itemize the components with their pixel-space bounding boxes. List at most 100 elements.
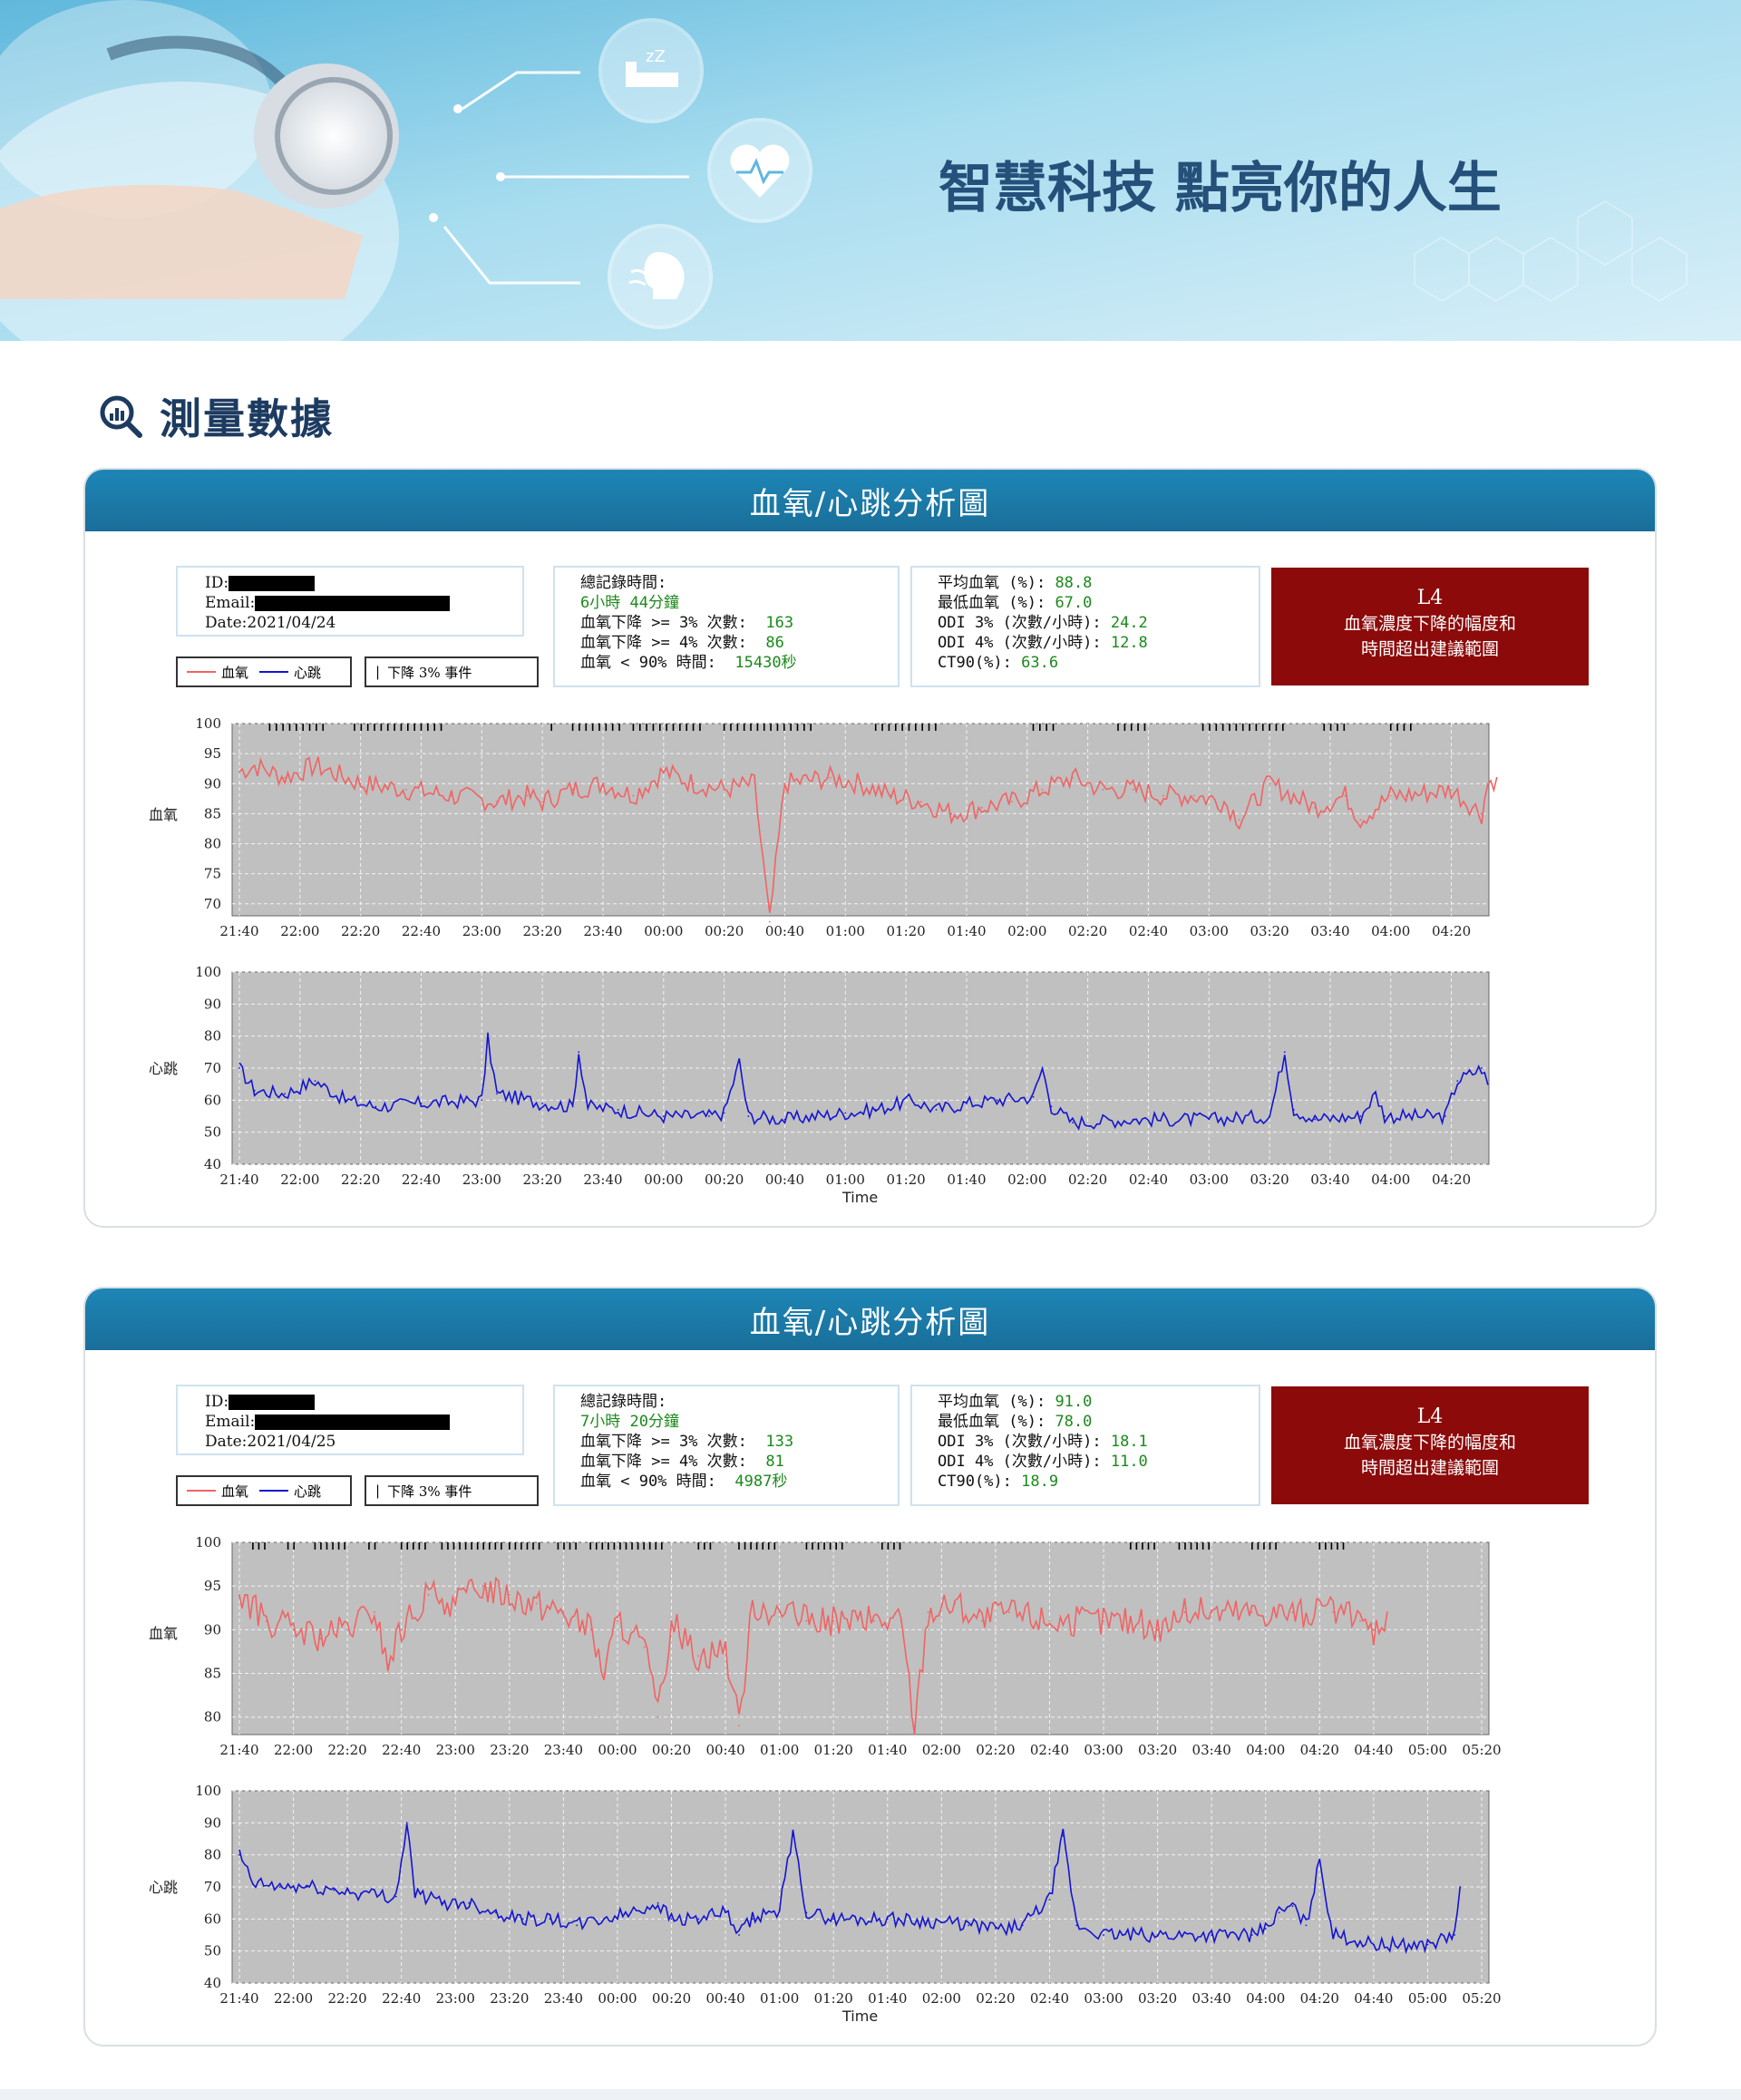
banner-illustration: zZ 智慧科技 點亮你的人生 xyxy=(0,0,1741,341)
data-point xyxy=(1359,1115,1362,1117)
x-tick-label: 03:20 xyxy=(1138,1742,1177,1758)
data-point xyxy=(603,1672,605,1675)
data-point xyxy=(541,801,543,802)
data-point xyxy=(1291,1611,1294,1613)
data-point xyxy=(693,783,695,785)
x-tick-label: 00:00 xyxy=(644,923,683,939)
data-point xyxy=(1278,1911,1280,1914)
spacer xyxy=(1012,1473,1021,1491)
x-tick-label: 04:20 xyxy=(1432,923,1471,939)
data-point xyxy=(441,1901,443,1904)
data-point xyxy=(940,1921,943,1923)
x-tick-label: 02:40 xyxy=(1129,1172,1168,1188)
min-spo2-row-value: 67.0 xyxy=(1055,594,1093,612)
data-point xyxy=(238,1593,240,1596)
drop-3-row: 血氧下降 >= 3% 次數: 133 xyxy=(580,1432,898,1452)
data-point xyxy=(345,1099,346,1102)
event-tick-icon: | xyxy=(375,1483,381,1499)
data-point xyxy=(768,920,771,923)
report-card: 血氧/心跳分析圖 ID: Email: Date:2021/04/24 血氧 心跳 | 下降 … xyxy=(83,468,1657,1228)
y-tick-label: 100 xyxy=(195,1784,221,1799)
data-point xyxy=(1405,794,1407,797)
x-axis-label: Time xyxy=(841,2008,878,2025)
spacer xyxy=(1046,1413,1055,1431)
y-tick-label: 40 xyxy=(204,1156,221,1172)
x-tick-label: 22:40 xyxy=(382,1990,421,2007)
data-point xyxy=(1283,1051,1286,1054)
odi-4-row: ODI 4% (次數/小時): 12.8 xyxy=(938,633,1259,653)
risk-alert-box: L4 血氧濃度下降的幅度和 時間超出建議範圍 xyxy=(1271,1386,1589,1504)
spo2-chart: 100 95 90 85 80 21:40 22:00 22:20 22:40 23:00 23:2… xyxy=(149,1535,1502,1758)
data-point xyxy=(1264,1928,1267,1930)
x-tick-label: 02:20 xyxy=(1068,1172,1107,1188)
data-point xyxy=(1359,1619,1361,1622)
event-legend-label: 下降 3% 事件 xyxy=(387,664,472,681)
data-point xyxy=(1386,1611,1388,1613)
x-tick-label: 02:00 xyxy=(922,1990,961,2007)
data-point xyxy=(747,1115,750,1117)
y-tick-label: 85 xyxy=(204,805,221,822)
data-point xyxy=(1048,1899,1051,1901)
risk-text-line-2: 時間超出建議範圍 xyxy=(1360,1458,1499,1478)
spacer xyxy=(1046,594,1055,612)
odi-4-row-value: 12.8 xyxy=(1110,634,1148,652)
odi-4-row-value: 11.0 xyxy=(1110,1453,1148,1471)
data-point xyxy=(1211,1934,1213,1936)
data-point xyxy=(1072,776,1074,779)
x-tick-label: 00:20 xyxy=(652,1990,691,2007)
data-point xyxy=(1238,819,1240,821)
data-point xyxy=(1162,794,1164,797)
data-point xyxy=(253,764,256,767)
x-tick-label: 00:40 xyxy=(765,1172,804,1188)
x-tick-label: 04:40 xyxy=(1354,1990,1393,2007)
y-axis-label: 血氧 xyxy=(149,1625,178,1642)
x-tick-label: 03:20 xyxy=(1250,923,1289,939)
event-legend-label: 下降 3% 事件 xyxy=(387,1483,472,1500)
data-point xyxy=(562,1611,565,1613)
magnifier-chart-icon xyxy=(100,395,142,438)
card-header: 血氧/心跳分析圖 xyxy=(85,470,1655,531)
data-point xyxy=(738,1934,740,1936)
below-90-row-label: 血氧 < 90% 時間: xyxy=(580,654,716,672)
drop-3-row-label: 血氧下降 >= 3% 次數: xyxy=(580,614,747,632)
data-point xyxy=(890,794,892,797)
below-90-row-label: 血氧 < 90% 時間: xyxy=(580,1473,716,1491)
data-point xyxy=(1359,819,1362,821)
drop-4-row-label: 血氧下降 >= 4% 次數: xyxy=(580,1453,747,1471)
data-point xyxy=(1103,1619,1104,1622)
min-spo2-row-value: 78.0 xyxy=(1055,1413,1093,1431)
data-point xyxy=(576,1924,579,1927)
data-point xyxy=(427,1593,430,1596)
chart-legend: 血氧 心跳 xyxy=(176,1475,352,1506)
email-label: Email: xyxy=(205,594,256,612)
email-row: Email: xyxy=(205,593,522,613)
data-point xyxy=(1102,789,1104,791)
data-point xyxy=(1314,806,1317,809)
risk-text-line-1: 血氧濃度下降的幅度和 xyxy=(1343,1433,1516,1453)
x-tick-label: 23:20 xyxy=(523,1172,562,1188)
data-point xyxy=(617,1619,618,1622)
y-tick-label: 100 xyxy=(195,965,221,980)
data-point xyxy=(1062,1834,1065,1837)
data-point xyxy=(1399,1943,1402,1946)
x-tick-label: 21:40 xyxy=(219,1990,258,2007)
data-point xyxy=(1444,1115,1446,1117)
data-point xyxy=(927,1611,929,1613)
spacer xyxy=(747,1433,765,1451)
data-point xyxy=(521,1918,524,1920)
data-point xyxy=(1332,1934,1335,1936)
data-point xyxy=(995,1928,997,1930)
data-point xyxy=(829,776,832,779)
spacer xyxy=(1102,1433,1111,1451)
data-point xyxy=(778,1908,781,1910)
ct90-row-value: 18.9 xyxy=(1021,1473,1059,1491)
data-point xyxy=(778,1611,781,1613)
data-point xyxy=(708,1115,710,1117)
data-point xyxy=(346,1628,348,1631)
x-tick-label: 02:20 xyxy=(1068,923,1107,939)
x-tick-label: 22:00 xyxy=(274,1990,313,2007)
data-point xyxy=(314,1080,316,1082)
data-point xyxy=(662,1115,665,1117)
data-point xyxy=(1459,1886,1462,1888)
min-spo2-row: 最低血氧 (%): 78.0 xyxy=(938,1412,1259,1432)
